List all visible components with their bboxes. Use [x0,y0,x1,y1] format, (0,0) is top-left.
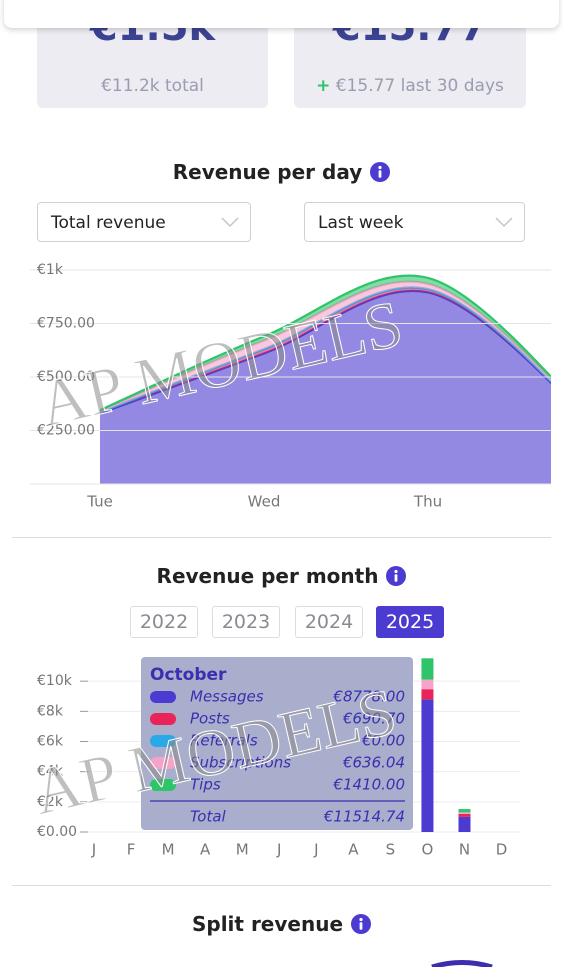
bar [458,812,471,814]
select[interactable]: Last week [304,202,525,242]
year-button[interactable]: 2025 [376,606,444,638]
tooltip-total: €11514.74 [323,808,405,826]
watermark: AP MODELS [32,287,409,441]
info-icon[interactable] [386,566,407,586]
legend-swatch [150,757,176,769]
area [100,287,551,414]
bar [458,816,471,832]
x-tick-label: A [348,841,359,859]
y-tick-label: €500.00 [37,369,95,385]
header [4,0,559,28]
bar [458,813,471,817]
tooltip-value: €0.00 [361,732,405,750]
title-text: Split revenue [191,912,344,936]
legend-label: Tips [190,776,221,794]
y-tick-label: €4k [37,764,64,780]
legend-label: Subscriptions [190,754,291,772]
x-tick-label: S [386,841,396,859]
area-line [100,289,551,415]
bar [458,809,471,813]
x-tick-label: D [496,841,508,859]
x-tick-label: Thu [413,493,442,511]
trend-sign: + [316,76,331,96]
y-tick-label: €6k [37,734,64,750]
bar [421,658,434,680]
x-tick-label: J [91,841,96,859]
info-icon[interactable] [370,162,391,182]
year-button[interactable]: 2023 [212,606,280,638]
bar [421,699,434,832]
bar [421,679,434,690]
bar [421,689,434,700]
x-tick-label: J [276,841,281,859]
stat-subtitle: + €15.77 last 30 days [294,76,526,96]
area [100,290,551,485]
year-button[interactable]: 2024 [295,606,363,638]
divider [12,537,551,538]
y-tick-label: €750.00 [37,316,95,332]
y-tick-label: €0.00 [37,824,77,840]
year-button[interactable]: 2022 [130,606,198,638]
chevron [221,217,239,228]
tooltip [141,657,413,830]
x-tick-label: A [200,841,211,859]
tooltip-total-label: Total [190,808,227,826]
tooltip-value: €636.04 [342,754,405,772]
section-title: Revenue per month [0,564,563,588]
select-text: Last week [318,213,404,233]
x-tick-label: M [162,841,175,859]
x-tick-label: O [422,841,434,859]
area-line [100,286,551,414]
x-tick-label: Tue [86,493,113,511]
area [100,275,551,412]
donut-edge [431,960,493,967]
x-tick-label: F [127,841,136,859]
x-tick-label: M [236,841,249,859]
x-tick-label: J [313,841,318,859]
divider [12,885,551,886]
x-tick-label: N [459,841,470,859]
area [100,287,551,413]
chevron [495,217,513,228]
area-line [100,280,551,413]
legend-swatch [150,779,176,791]
title-text: Revenue per month [156,564,379,588]
area-line [100,274,551,412]
x-tick-label: Wed [248,493,281,511]
legend-label: Messages [190,688,264,706]
legend-label: Referrals [190,732,258,750]
legend-swatch [150,713,176,725]
y-tick-label: €8k [37,703,64,719]
title-text: Revenue per day [172,160,363,184]
select-text: Total revenue [51,213,166,233]
y-tick-label: €1k [37,262,64,278]
legend-swatch [150,691,176,703]
y-tick-label: €2k [37,794,64,810]
area-line [100,286,551,414]
legend-label: Posts [190,710,230,728]
info-icon[interactable] [351,914,372,934]
stat-subtitle: €11.2k total [101,76,204,96]
y-tick-label: €250.00 [37,423,95,439]
tooltip-value: €8778.00 [332,688,405,706]
tooltip-value: €1410.00 [332,776,405,794]
select[interactable]: Total revenue [37,202,251,242]
area [100,281,551,413]
y-tick-label: €10k [37,673,73,689]
tooltip-value: €690.70 [342,710,405,728]
area-plot [100,274,551,485]
tooltip-title: October [150,665,227,685]
trend-text: €15.77 last 30 days [335,76,504,96]
section-title: Revenue per day [0,160,563,184]
legend-swatch [150,735,176,747]
section-title: Split revenue [0,912,563,936]
watermark: AP MODELS [26,675,403,829]
